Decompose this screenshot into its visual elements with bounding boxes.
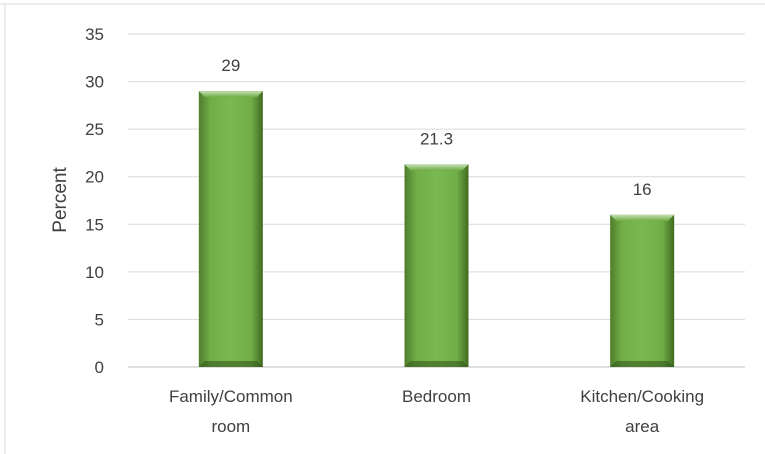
data-label: 16 xyxy=(633,180,652,199)
bar xyxy=(198,91,263,367)
y-tick-label: 25 xyxy=(85,120,104,139)
bar-bevel-bottom xyxy=(198,361,263,367)
y-tick-label: 10 xyxy=(85,263,104,282)
x-category-label: Bedroom xyxy=(402,387,471,406)
bar-bevel-top xyxy=(610,214,675,221)
data-labels: 29 21.3 16 xyxy=(221,56,651,199)
bar-bevel-bottom xyxy=(610,361,675,367)
bar-bevel-top xyxy=(198,91,263,98)
y-tick-label: 15 xyxy=(85,215,104,234)
x-category-label: room xyxy=(211,417,250,436)
y-tick-label: 5 xyxy=(95,310,104,329)
bar xyxy=(610,214,675,367)
data-label: 21.3 xyxy=(420,129,453,148)
y-tick-label: 20 xyxy=(85,168,104,187)
x-axis-category-labels: Family/Common room Bedroom Kitchen/Cooking a… xyxy=(169,387,704,436)
y-axis-title: Percent xyxy=(50,167,71,233)
y-tick-label: 30 xyxy=(85,73,104,92)
y-tick-label: 0 xyxy=(95,358,104,377)
y-tick-label: 35 xyxy=(85,25,104,44)
bar xyxy=(404,164,469,367)
data-label: 29 xyxy=(221,56,240,75)
x-category-label: area xyxy=(625,417,660,436)
bars xyxy=(198,91,675,367)
x-category-label: Kitchen/Cooking xyxy=(580,387,704,406)
bar-bevel-bottom xyxy=(404,361,469,367)
x-category-label: Family/Common xyxy=(169,387,293,406)
y-axis-tick-labels: 0 5 10 15 20 25 30 35 xyxy=(85,25,104,377)
bar-bevel-top xyxy=(404,164,469,171)
